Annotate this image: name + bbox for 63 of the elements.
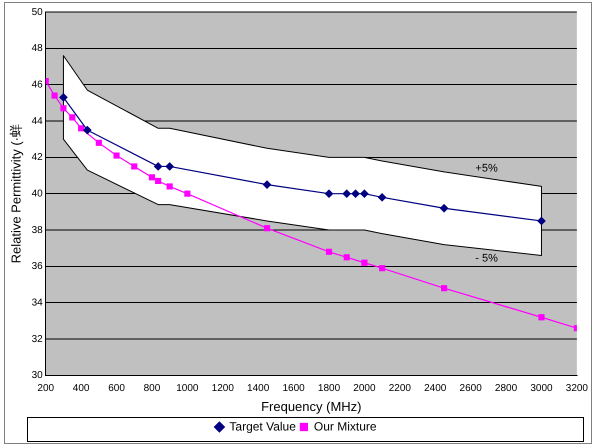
point (96, 140, 102, 146)
point (538, 314, 545, 320)
y-tick-label: 30 (32, 370, 44, 382)
point (351, 190, 360, 198)
point (113, 152, 120, 159)
x-tick-label: 2600 (460, 383, 482, 394)
point (441, 285, 448, 292)
legend-label: Target Value (229, 419, 296, 434)
point (166, 162, 174, 171)
point (154, 162, 162, 171)
point (184, 190, 190, 197)
point (131, 163, 138, 170)
point (344, 254, 350, 260)
x-axis-title: Frequency (MHz) (261, 398, 362, 414)
y-tick-label: 40 (32, 188, 44, 200)
annotation: +5% (475, 162, 498, 174)
x-tick-label: 2800 (494, 383, 518, 394)
point (69, 114, 76, 120)
legend-label: Our Mixture (314, 419, 377, 434)
x-tick-label: 1800 (318, 383, 341, 394)
point (83, 126, 92, 134)
x-tick-label: 2000 (353, 383, 376, 394)
point (155, 178, 162, 184)
x-tick-label: 1400 (247, 383, 270, 394)
y-tick-label: 36 (32, 261, 44, 272)
x-tick-label: 1000 (176, 383, 199, 394)
y-tick-label: 38 (32, 224, 44, 236)
annotation: - 5% (475, 252, 498, 264)
x-tick-label: 3000 (530, 383, 554, 394)
point (148, 174, 156, 180)
point (59, 93, 68, 102)
point (166, 183, 173, 190)
x-tick-label: 1200 (212, 383, 234, 394)
x-tick-label: 200 (37, 383, 54, 394)
point (342, 190, 351, 198)
x-tick-label: 1600 (282, 383, 306, 394)
point (440, 204, 448, 212)
x-tick-label: 600 (108, 383, 126, 394)
point (78, 125, 84, 132)
y-axis-title: Relative Permittivity (·蛘 (8, 124, 24, 264)
y-tick-label: 50 (32, 6, 44, 18)
point (60, 105, 67, 112)
point (326, 248, 332, 255)
y-tick-label: 42 (32, 152, 44, 164)
point (360, 190, 369, 198)
point (378, 193, 386, 202)
point (262, 180, 272, 189)
y-tick-label: 34 (32, 297, 44, 308)
point (537, 216, 546, 226)
x-tick-label: 3200 (566, 383, 588, 394)
point (379, 265, 386, 272)
y-tick-label: 44 (32, 116, 44, 127)
y-tick-label: 32 (32, 334, 44, 345)
x-tick-label: 800 (144, 383, 161, 394)
point (264, 225, 270, 232)
x-tick-label: 2400 (424, 383, 447, 394)
point (361, 260, 368, 266)
x-tick-label: 2200 (388, 383, 412, 394)
point (324, 190, 334, 198)
point (52, 92, 58, 99)
y-tick-label: 46 (32, 79, 44, 90)
y-tick-label: 48 (32, 43, 44, 54)
x-tick-label: 400 (72, 383, 90, 394)
